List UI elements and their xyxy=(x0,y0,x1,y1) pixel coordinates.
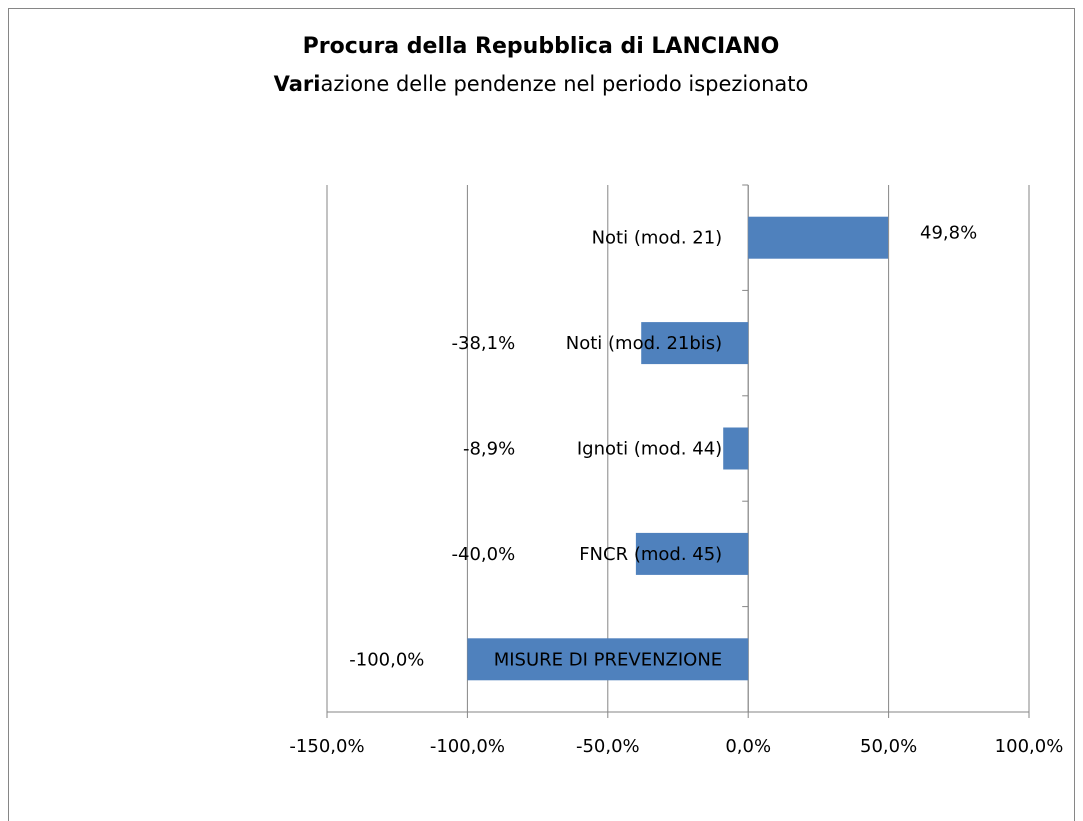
data-label: -40,0% xyxy=(452,544,516,565)
x-tick-label: 0,0% xyxy=(725,736,771,757)
data-label: 49,8% xyxy=(920,223,977,244)
x-tick-label: -50,0% xyxy=(576,736,640,757)
y-tick-label: FNCR (mod. 45) xyxy=(579,544,722,565)
bar xyxy=(641,322,749,365)
data-label: -38,1% xyxy=(452,333,516,354)
bar xyxy=(635,532,749,575)
bar xyxy=(467,638,749,681)
x-tick-label: -150,0% xyxy=(289,736,364,757)
bar xyxy=(723,427,749,470)
x-tick-label: 100,0% xyxy=(995,736,1064,757)
bar xyxy=(748,216,889,259)
x-tick-label: 50,0% xyxy=(860,736,917,757)
y-tick-label: Noti (mod. 21) xyxy=(592,228,723,249)
chart-title: Procura della Repubblica di LANCIANO xyxy=(303,34,780,59)
chart-subtitle: Variazione delle pendenze nel periodo is… xyxy=(274,72,809,96)
y-tick-label: Noti (mod. 21bis) xyxy=(566,333,722,354)
y-tick-label: Ignoti (mod. 44) xyxy=(577,439,722,460)
data-label: -8,9% xyxy=(463,439,515,460)
y-tick-label: MISURE DI PREVENZIONE xyxy=(494,649,722,670)
x-tick-label: -100,0% xyxy=(430,736,505,757)
data-label: -100,0% xyxy=(349,649,424,670)
chart-border xyxy=(8,8,1075,821)
